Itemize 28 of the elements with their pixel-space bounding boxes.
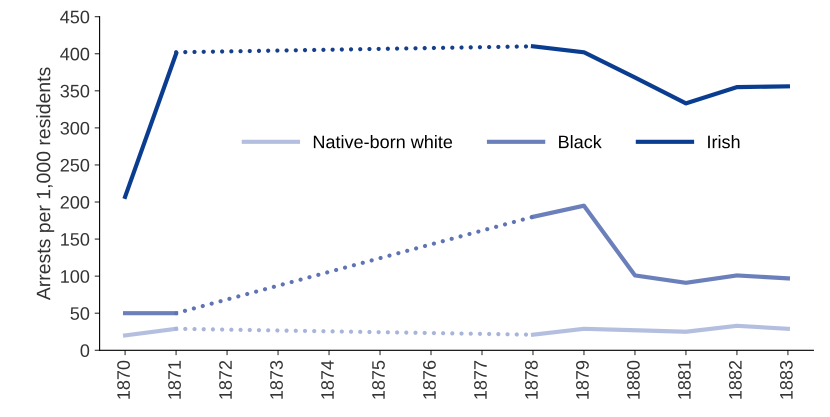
- y-tick-label: 100: [61, 270, 90, 283]
- y-tick-label: 400: [60, 48, 90, 60]
- x-tick-label: 1882: [728, 360, 742, 399]
- x-tick-label: 1873: [270, 360, 283, 399]
- x-tick-label: 1871: [168, 360, 181, 399]
- legend-label: Native-born white: [314, 135, 452, 148]
- x-tick-label: 1876: [423, 360, 436, 399]
- x-tick-label: 1872: [219, 360, 232, 399]
- legend-label: Black: [559, 135, 602, 148]
- x-tick-label: 1881: [678, 360, 691, 399]
- x-tick-label: 1880: [627, 360, 640, 399]
- x-tick-label: 1879: [576, 360, 589, 399]
- x-tick-label: 1883: [780, 360, 793, 399]
- y-tick-label: 150: [61, 233, 90, 246]
- x-tick-label: 1874: [321, 360, 334, 399]
- y-tick-label: 350: [60, 84, 90, 98]
- x-tick-label: 1870: [117, 360, 130, 399]
- y-tick-label: 450: [60, 10, 90, 24]
- y-tick-label: 300: [60, 122, 90, 135]
- x-tick-label: 1878: [525, 360, 538, 399]
- y-tick-label: 200: [60, 196, 90, 209]
- x-tick-label: 1875: [372, 360, 385, 399]
- y-tick-label: 250: [60, 158, 90, 172]
- y-axis-title: Arrests per 1,000 residents: [36, 67, 54, 300]
- y-tick-label: 50: [70, 307, 90, 320]
- legend-label: Irish: [708, 135, 740, 148]
- x-tick-label: 1877: [474, 360, 487, 399]
- y-tick-label: 0: [80, 344, 90, 357]
